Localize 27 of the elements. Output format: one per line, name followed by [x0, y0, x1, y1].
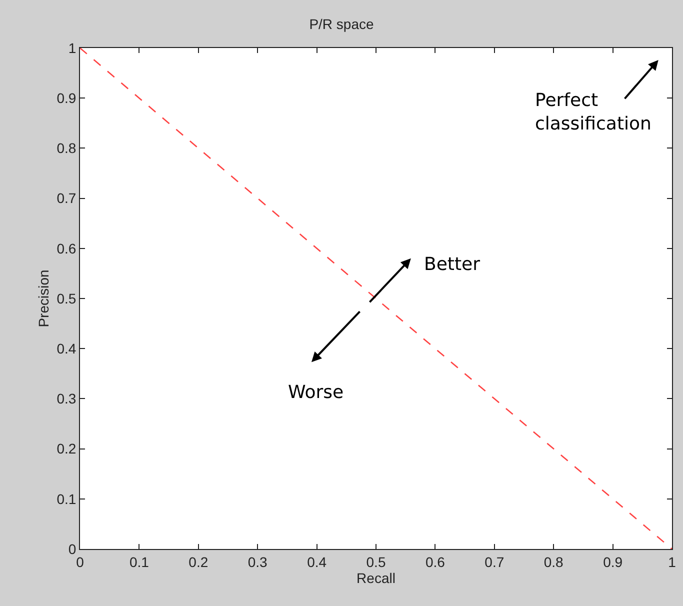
x-tick-label: 0.9	[603, 554, 623, 570]
x-tick-label: 0.4	[307, 554, 327, 570]
y-tick-label: 0.3	[56, 390, 76, 407]
x-tick-label: 0.3	[248, 554, 268, 570]
chart-title: P/R space	[309, 16, 374, 32]
y-tick-label: 0.4	[56, 340, 76, 356]
y-tick-label: 0.5	[56, 290, 76, 306]
x-tick-label: 0.5	[366, 554, 386, 570]
x-tick-label: 0.6	[425, 554, 446, 570]
x-tick-label: 0.1	[129, 554, 150, 570]
x-tick-label: 0.2	[188, 554, 208, 570]
y-tick-label: 0.2	[56, 440, 76, 457]
y-tick-label: 0.9	[56, 90, 76, 106]
annotation: Worse	[288, 382, 344, 403]
annotation: Better	[424, 254, 481, 275]
x-tick-label: 0.8	[544, 554, 564, 570]
y-tick-label: 0.6	[56, 240, 76, 256]
y-tick-label: 0.1	[56, 490, 76, 507]
x-axis-title: Recall	[356, 570, 396, 586]
x-tick-label: 1	[668, 554, 676, 570]
x-tick-label: 0.7	[484, 554, 504, 570]
y-tick-label: 0	[68, 540, 76, 557]
annotation: Perfect classification	[535, 90, 652, 134]
y-tick-label: 0.7	[56, 190, 76, 206]
y-tick-label: 1	[68, 40, 76, 56]
y-tick-label: 0.8	[56, 140, 76, 156]
y-axis-title: Precision	[35, 270, 52, 328]
